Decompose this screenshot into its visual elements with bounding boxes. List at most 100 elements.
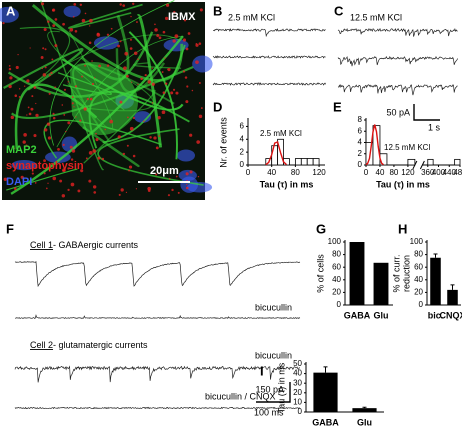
synapse [83, 107, 87, 111]
synapse [162, 30, 166, 34]
synapse [171, 188, 174, 192]
synapse [63, 88, 67, 91]
synapse [67, 81, 69, 83]
synapse [89, 25, 91, 27]
synapse [122, 152, 126, 156]
trace [212, 28, 326, 38]
synapse [172, 39, 176, 43]
bar [313, 372, 338, 412]
synapse [137, 83, 139, 86]
synapse [29, 47, 31, 49]
synapse [187, 32, 191, 35]
y-tick-label: 20 [332, 288, 341, 297]
y-axis-label: Nr. of events [218, 117, 228, 168]
synapse [28, 112, 32, 116]
nucleus [178, 169, 197, 181]
synapse [61, 194, 66, 198]
panel-label: H [398, 221, 407, 236]
synapse [23, 85, 26, 87]
synapse [175, 91, 179, 95]
nucleus [176, 149, 195, 162]
synapse [104, 128, 107, 131]
synapse [191, 89, 194, 92]
x-tick-label: 120 [312, 168, 326, 177]
micrograph [0, 0, 213, 200]
synapse [47, 20, 50, 23]
synapse [91, 60, 93, 62]
synapse [52, 176, 57, 181]
synapse [44, 66, 47, 69]
neurite [49, 0, 175, 146]
y-tick-label: 4 [358, 138, 363, 147]
drug-label: bicucullin [255, 302, 292, 312]
synapse [164, 16, 169, 21]
y-tick-label: 40 [332, 275, 341, 284]
synapse [54, 18, 58, 21]
synapse [158, 36, 162, 40]
synapse [125, 191, 128, 194]
synapse [98, 64, 102, 68]
synapse [10, 115, 15, 120]
bar [430, 257, 441, 305]
synapse [91, 82, 95, 86]
nucleus [63, 5, 81, 18]
neurite [80, 79, 154, 112]
stain-label: MAP2 [6, 144, 37, 156]
synapse [198, 82, 201, 85]
synapse [197, 175, 200, 178]
histogram-bar [312, 158, 320, 166]
x-tick-label: Glu [374, 310, 389, 320]
synapse [75, 116, 77, 118]
synapse [65, 130, 67, 133]
synapse [48, 74, 51, 77]
synapse [173, 10, 176, 14]
nucleus [0, 6, 19, 23]
synapse [69, 145, 73, 149]
scale-label: 50 pA [386, 107, 410, 117]
synapse [44, 48, 47, 51]
y-tick-label: 6 [240, 122, 245, 131]
synapse [52, 24, 56, 28]
synapse [8, 67, 12, 71]
nucleus [186, 182, 213, 193]
synapse [40, 2, 45, 6]
y-tick-label: 80 [332, 250, 341, 259]
y-tick-label: 4 [240, 134, 245, 143]
y-tick-label: 0 [419, 300, 424, 309]
synapse [127, 116, 129, 119]
synapse [117, 135, 121, 139]
synapse [170, 91, 174, 95]
panel-label: B [213, 3, 222, 18]
x-tick-label: 400 [432, 168, 446, 177]
synapse [80, 169, 84, 173]
x-tick-label: GABA [344, 310, 371, 320]
synapse [151, 102, 154, 104]
y-tick-label: 20 [293, 388, 302, 397]
synapse [40, 56, 44, 59]
histogram-bar [454, 158, 461, 166]
synapse [62, 168, 66, 173]
synapse [97, 156, 101, 160]
synapse [3, 177, 7, 181]
synapse [22, 140, 26, 144]
synapse [129, 126, 134, 131]
synapse [175, 175, 178, 178]
synapse [151, 67, 153, 69]
condition-label: IBMX [168, 11, 196, 23]
synapse [43, 172, 46, 175]
synapse [185, 100, 189, 104]
synapse [189, 133, 193, 137]
error-bar [450, 284, 455, 290]
y-tick-label: 60 [332, 262, 341, 271]
synapse [71, 96, 74, 99]
histogram-bar [300, 158, 308, 166]
x-axis-label: Tau (τ) in ms [260, 179, 314, 189]
neurite [102, 44, 186, 144]
synapse [106, 33, 110, 36]
cell-id: Cell 1 [30, 240, 53, 250]
x-tick-label: CNQX [439, 310, 462, 320]
x-tick-label: 80 [291, 168, 300, 177]
synapse [52, 112, 55, 115]
synapse [149, 136, 152, 139]
y-tick-label: 40 [414, 275, 423, 284]
